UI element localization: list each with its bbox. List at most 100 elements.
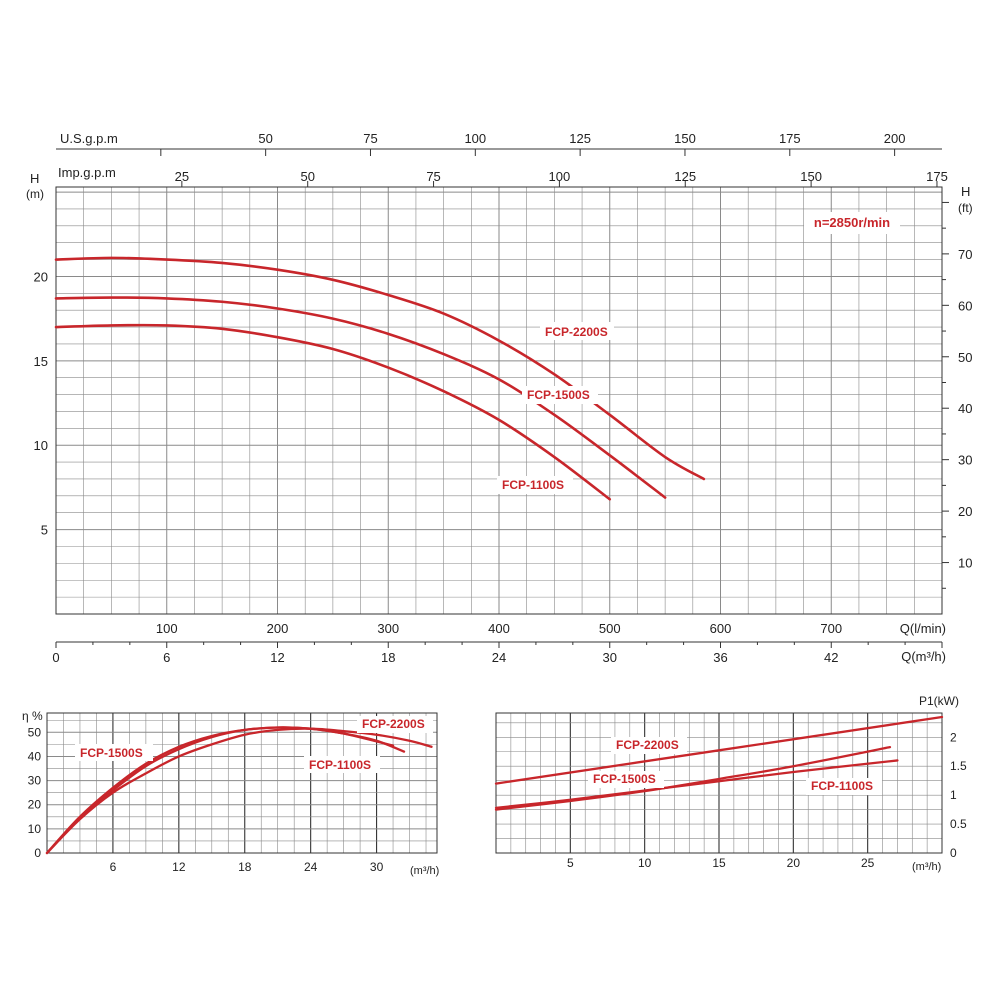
power-axis-label: P1(kW) xyxy=(919,694,959,708)
q-lmin-tick-label: 100 xyxy=(156,621,178,636)
h-ft-ticks: 10 20 30 40 50 60 70 xyxy=(942,201,972,589)
h-m-tick-label: 20 xyxy=(34,269,48,284)
usgpm-axis-label: U.S.g.p.m xyxy=(60,131,118,146)
head-curve-fcp-1500s xyxy=(54,296,667,499)
usgpm-tick-label: 125 xyxy=(569,131,591,146)
power-x-tick-label: 20 xyxy=(787,856,801,870)
efficiency-y-ticks: 0 10 20 30 40 50 xyxy=(28,725,42,860)
efficiency-x-axis-label: (m³/h) xyxy=(410,865,439,877)
usgpm-tick-label: 100 xyxy=(464,131,486,146)
h-m-tick-label: 15 xyxy=(34,354,48,369)
h-ft-tick-label: 30 xyxy=(958,453,972,468)
efficiency-x-tick-label: 6 xyxy=(110,860,117,874)
efficiency-y-tick-label: 30 xyxy=(28,774,42,788)
power-y-tick-label: 2 xyxy=(950,730,957,744)
efficiency-axis-label: η % xyxy=(22,709,43,723)
h-m-ticks: 5 10 15 20 xyxy=(34,269,48,537)
power-x-ticks: 5 10 15 20 25 xyxy=(567,856,875,870)
impgpm-tick-label: 125 xyxy=(674,169,696,184)
power-x-tick-label: 15 xyxy=(712,856,726,870)
usgpm-tick-label: 175 xyxy=(779,131,801,146)
q-lmin-axis-label: Q(l/min) xyxy=(900,621,946,636)
q-m3h-tick-label: 12 xyxy=(270,650,284,665)
impgpm-tick-label: 175 xyxy=(926,169,948,184)
head-chart-curves xyxy=(54,256,706,501)
h-ft-tick-label: 60 xyxy=(958,298,972,313)
pow-label-bg-2200 xyxy=(611,737,687,754)
impgpm-tick-label: 150 xyxy=(800,169,822,184)
efficiency-curve-fcp-1100s xyxy=(45,726,406,855)
q-m3h-axis-label: Q(m³/h) xyxy=(901,649,946,664)
power-x-tick-label: 5 xyxy=(567,856,574,870)
head-curve-fcp-1100s xyxy=(54,323,612,501)
h-ft-axis-unit: (ft) xyxy=(958,201,973,215)
efficiency-x-tick-label: 30 xyxy=(370,860,384,874)
impgpm-tick-label: 25 xyxy=(175,169,189,184)
power-curve-fcp-2200s xyxy=(494,715,944,785)
q-lmin-tick-label: 600 xyxy=(710,621,732,636)
h-ft-tick-label: 20 xyxy=(958,504,972,519)
power-label-fcp-1500s: FCP-1500S xyxy=(593,772,656,786)
power-label-fcp-1100s: FCP-1100S xyxy=(811,779,873,793)
head-chart-grid xyxy=(56,187,942,614)
h-m-tick-label: 10 xyxy=(34,438,48,453)
eff-label-bg-2200 xyxy=(357,716,433,733)
power-x-tick-label: 10 xyxy=(638,856,652,870)
q-lmin-tick-label: 700 xyxy=(820,621,842,636)
h-ft-tick-label: 40 xyxy=(958,401,972,416)
efficiency-x-tick-label: 18 xyxy=(238,860,252,874)
h-ft-tick-label: 50 xyxy=(958,350,972,365)
series-label-fcp-1500s: FCP-1500S xyxy=(527,388,590,402)
series-label-fcp-2200s: FCP-2200S xyxy=(545,325,608,339)
h-m-tick-label: 5 xyxy=(41,523,48,538)
label-bg-1100 xyxy=(497,476,573,494)
power-curves xyxy=(494,715,944,811)
speed-annotation-bg xyxy=(804,212,900,234)
series-label-fcp-1100s: FCP-1100S xyxy=(502,478,564,492)
q-m3h-tick-label: 24 xyxy=(492,650,506,665)
h-ft-tick-label: 10 xyxy=(958,556,972,571)
impgpm-ticks: 25 50 75 100 125 150 175 xyxy=(175,169,948,187)
h-m-axis-unit: (m) xyxy=(26,187,44,201)
power-curve-fcp-1100s xyxy=(494,759,899,810)
power-y-tick-label: 1 xyxy=(950,788,957,802)
usgpm-tick-label: 50 xyxy=(258,131,272,146)
efficiency-y-tick-label: 10 xyxy=(28,822,42,836)
pow-label-bg-1500 xyxy=(588,771,664,788)
head-chart-frame xyxy=(55,186,943,615)
usgpm-tick-label: 200 xyxy=(884,131,906,146)
h-m-axis-title: H xyxy=(30,171,39,186)
head-curve-fcp-2200s xyxy=(54,256,706,481)
efficiency-curves xyxy=(45,726,433,855)
q-lmin-tick-label: 500 xyxy=(599,621,621,636)
q-m3h-tick-label: 18 xyxy=(381,650,395,665)
impgpm-tick-label: 100 xyxy=(549,169,571,184)
q-lmin-ticks: 100 200 300 400 500 600 700 xyxy=(156,621,842,636)
q-m3h-tick-label: 0 xyxy=(52,650,59,665)
usgpm-ticks: 50 75 100 125 150 175 200 xyxy=(160,131,906,156)
q-m3h-tick-label: 36 xyxy=(713,650,727,665)
speed-annotation: n=2850r/min xyxy=(814,215,890,230)
label-bg-1500 xyxy=(522,386,598,404)
power-y-tick-label: 1.5 xyxy=(950,759,967,773)
power-chart: P1(kW) 0 0.5 1 1.5 2 5 10 15 20 25 (m³/h) FCP-22… xyxy=(494,694,967,873)
efficiency-chart-frame xyxy=(46,712,438,854)
power-y-tick-label: 0 xyxy=(950,846,957,860)
q-m3h-tick-label: 42 xyxy=(824,650,838,665)
efficiency-y-tick-label: 0 xyxy=(34,846,41,860)
efficiency-x-ticks: 6 12 18 24 30 xyxy=(110,860,384,874)
h-ft-axis-title: H xyxy=(961,184,970,199)
label-bg-2200 xyxy=(540,322,614,340)
usgpm-tick-label: 75 xyxy=(363,131,377,146)
power-x-axis-label: (m³/h) xyxy=(912,861,941,873)
efficiency-chart: η % 0 10 20 30 40 50 6 12 18 24 30 (m³/h) FCP-150… xyxy=(22,709,439,877)
power-x-tick-label: 25 xyxy=(861,856,875,870)
efficiency-y-tick-label: 20 xyxy=(28,798,42,812)
efficiency-label-fcp-1500s: FCP-1500S xyxy=(80,746,143,760)
power-label-fcp-2200s: FCP-2200S xyxy=(616,738,679,752)
efficiency-x-tick-label: 12 xyxy=(172,860,186,874)
q-lmin-tick-label: 300 xyxy=(377,621,399,636)
usgpm-tick-label: 150 xyxy=(674,131,696,146)
efficiency-y-tick-label: 50 xyxy=(28,725,42,739)
